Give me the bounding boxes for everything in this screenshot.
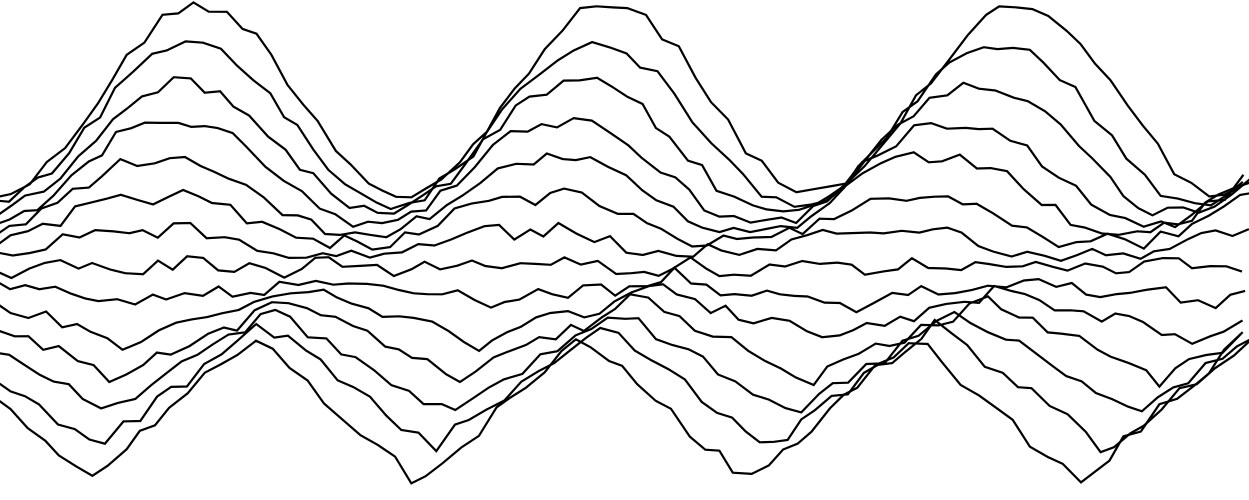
wave-line-13 [0, 318, 1249, 454]
wave-line-2 [0, 40, 1244, 211]
wave-line-14 [0, 331, 1244, 485]
wave-line-11 [0, 293, 1242, 389]
wave-line-7 [0, 221, 1249, 262]
wave-line-6 [0, 187, 1249, 251]
wave-line-8 [0, 255, 1243, 280]
wave-line-10 [0, 283, 1244, 353]
wave-line-12 [0, 308, 1249, 414]
wave-line-3 [0, 76, 1249, 217]
wave-line-1 [0, 1, 1241, 199]
wave-line-4 [0, 116, 1245, 229]
wave-line-5 [0, 151, 1249, 239]
wave-line-9 [0, 266, 1246, 314]
